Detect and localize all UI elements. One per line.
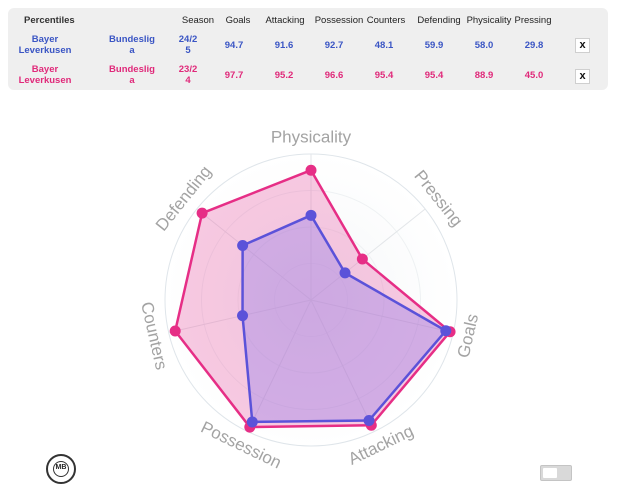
row1-remove-button[interactable]: x: [575, 38, 590, 53]
header-counters: Counters: [366, 15, 406, 26]
series-0-point-pressing[interactable]: [339, 267, 351, 279]
series-1-point-defending[interactable]: [196, 207, 208, 219]
row1-league: Bundeslig a: [109, 34, 155, 56]
row2-goals: 97.7: [224, 70, 244, 81]
header-defending: Defending: [417, 15, 461, 26]
header-physicality: Physicality: [466, 15, 512, 26]
row2-attacking: 95.2: [274, 70, 294, 81]
row2-season: 23/2 4: [178, 64, 198, 86]
series-0-point-defending[interactable]: [237, 239, 249, 251]
row1-team: Bayer Leverkusen: [18, 34, 72, 56]
row1-pressing: 29.8: [524, 40, 544, 51]
toggle-switch-icon[interactable]: [540, 465, 572, 481]
series-0-point-attacking[interactable]: [363, 414, 375, 426]
row2-counters: 95.4: [374, 70, 394, 81]
row1-attacking: 91.6: [274, 40, 294, 51]
row1-season: 24/2 5: [178, 34, 198, 56]
radar-spoke: [310, 299, 454, 333]
row2-remove-button[interactable]: x: [575, 69, 590, 84]
series-1-point-physicality[interactable]: [305, 164, 317, 176]
toggle-knob: [543, 468, 557, 478]
row1-possession: 92.7: [324, 40, 344, 51]
series-0-point-counters[interactable]: [237, 310, 249, 322]
radar-spoke: [196, 208, 312, 301]
radar-spoke: [310, 208, 426, 301]
row1-physicality: 58.0: [474, 40, 494, 51]
row2-possession: 96.6: [324, 70, 344, 81]
radar-spoke: [310, 299, 375, 432]
axis-label-physicality: Physicality: [271, 127, 352, 146]
series-0-point-goals[interactable]: [440, 325, 452, 337]
axis-label-goals: Goals: [454, 312, 482, 360]
series-1-area: [173, 168, 452, 429]
radar-grid: [164, 153, 458, 447]
header-percentiles: Percentiles: [24, 15, 75, 26]
row1-goals: 94.7: [224, 40, 244, 51]
series-0-point-possession[interactable]: [246, 416, 258, 428]
row2-defending: 95.4: [424, 70, 444, 81]
row2-physicality: 88.9: [474, 70, 494, 81]
series-1-point-counters[interactable]: [169, 325, 181, 337]
radar-series: [169, 164, 456, 433]
series-0-area: [241, 214, 448, 424]
row1-defending: 59.9: [424, 40, 444, 51]
mb-logo-icon: MB: [46, 454, 76, 484]
header-pressing: Pressing: [514, 15, 552, 26]
row2-pressing: 45.0: [524, 70, 544, 81]
radar-chart: PhysicalityPressingGoalsAttackingPossess…: [137, 127, 482, 472]
header-possession: Possession: [314, 15, 364, 26]
comparison-table: Percentiles Season Goals Attacking Posse…: [8, 8, 608, 90]
series-1-point-pressing[interactable]: [356, 253, 368, 265]
radar-spoke: [247, 299, 312, 432]
row2-league: Bundeslig a: [109, 64, 155, 86]
series-0-point-physicality[interactable]: [305, 209, 317, 221]
header-attacking: Attacking: [265, 15, 305, 26]
row2-team: Bayer Leverkusen: [18, 64, 72, 86]
row1-counters: 48.1: [374, 40, 394, 51]
header-season: Season: [181, 15, 215, 26]
header-goals: Goals: [225, 15, 251, 26]
